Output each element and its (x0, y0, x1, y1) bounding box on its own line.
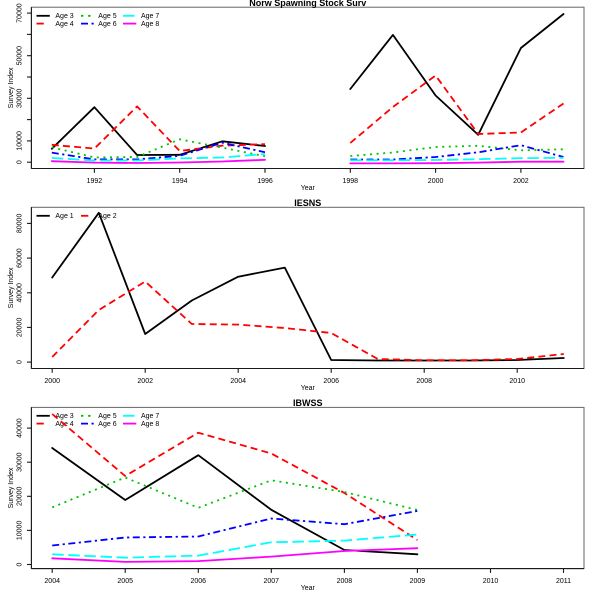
svg-text:Age 6: Age 6 (98, 21, 116, 28)
svg-text:2010: 2010 (509, 378, 525, 385)
svg-text:Age 3: Age 3 (55, 413, 73, 420)
svg-text:2006: 2006 (191, 578, 207, 585)
svg-text:1992: 1992 (87, 178, 103, 185)
svg-text:Age 5: Age 5 (98, 413, 116, 420)
svg-text:2000: 2000 (44, 378, 60, 385)
svg-text:IESNS: IESNS (294, 198, 321, 208)
svg-text:1996: 1996 (257, 178, 273, 185)
svg-text:Age 6: Age 6 (98, 421, 116, 428)
svg-text:2002: 2002 (137, 378, 153, 385)
svg-text:60000: 60000 (17, 248, 24, 268)
svg-text:2007: 2007 (264, 578, 280, 585)
svg-text:0: 0 (17, 562, 24, 566)
svg-text:30000: 30000 (17, 452, 24, 472)
svg-text:Year: Year (301, 185, 316, 192)
svg-text:IBWSS: IBWSS (293, 398, 323, 408)
svg-text:0: 0 (17, 360, 24, 364)
svg-text:Age 8: Age 8 (141, 21, 159, 28)
svg-text:Age 7: Age 7 (141, 13, 159, 20)
svg-text:Age 8: Age 8 (141, 421, 159, 428)
svg-text:1998: 1998 (343, 178, 359, 185)
svg-text:10000: 10000 (17, 131, 24, 151)
svg-text:30000: 30000 (17, 88, 24, 108)
svg-text:Survey Index: Survey Index (8, 467, 15, 508)
svg-text:2000: 2000 (428, 178, 444, 185)
svg-text:Age 7: Age 7 (141, 413, 159, 420)
svg-text:Norw Spawning Stock Surv: Norw Spawning Stock Surv (249, 0, 366, 8)
svg-text:20000: 20000 (17, 318, 24, 338)
svg-text:Survey Index: Survey Index (8, 267, 15, 308)
svg-text:Age 1: Age 1 (55, 213, 73, 220)
svg-text:2011: 2011 (556, 578, 571, 585)
svg-text:10000: 10000 (17, 521, 24, 541)
svg-text:Age 5: Age 5 (98, 13, 116, 20)
svg-text:40000: 40000 (17, 283, 24, 303)
svg-text:2008: 2008 (416, 378, 432, 385)
svg-text:2008: 2008 (337, 578, 353, 585)
svg-text:40000: 40000 (17, 418, 24, 438)
svg-text:Age 4: Age 4 (55, 21, 73, 28)
svg-text:Year: Year (301, 385, 316, 392)
svg-text:0: 0 (17, 160, 24, 164)
svg-text:Year: Year (301, 585, 316, 592)
svg-text:Survey Index: Survey Index (8, 67, 15, 108)
svg-text:50000: 50000 (17, 46, 24, 66)
svg-text:20000: 20000 (17, 486, 24, 506)
svg-text:2004: 2004 (44, 578, 60, 585)
svg-text:2005: 2005 (117, 578, 133, 585)
svg-text:80000: 80000 (17, 214, 24, 234)
svg-text:2004: 2004 (230, 378, 246, 385)
svg-text:2006: 2006 (323, 378, 339, 385)
svg-text:70000: 70000 (17, 3, 24, 23)
svg-text:2010: 2010 (483, 578, 499, 585)
svg-text:2002: 2002 (513, 178, 529, 185)
svg-text:1994: 1994 (172, 178, 188, 185)
svg-text:2009: 2009 (410, 578, 426, 585)
svg-text:Age 3: Age 3 (55, 13, 73, 20)
svg-text:Age 2: Age 2 (98, 213, 116, 220)
